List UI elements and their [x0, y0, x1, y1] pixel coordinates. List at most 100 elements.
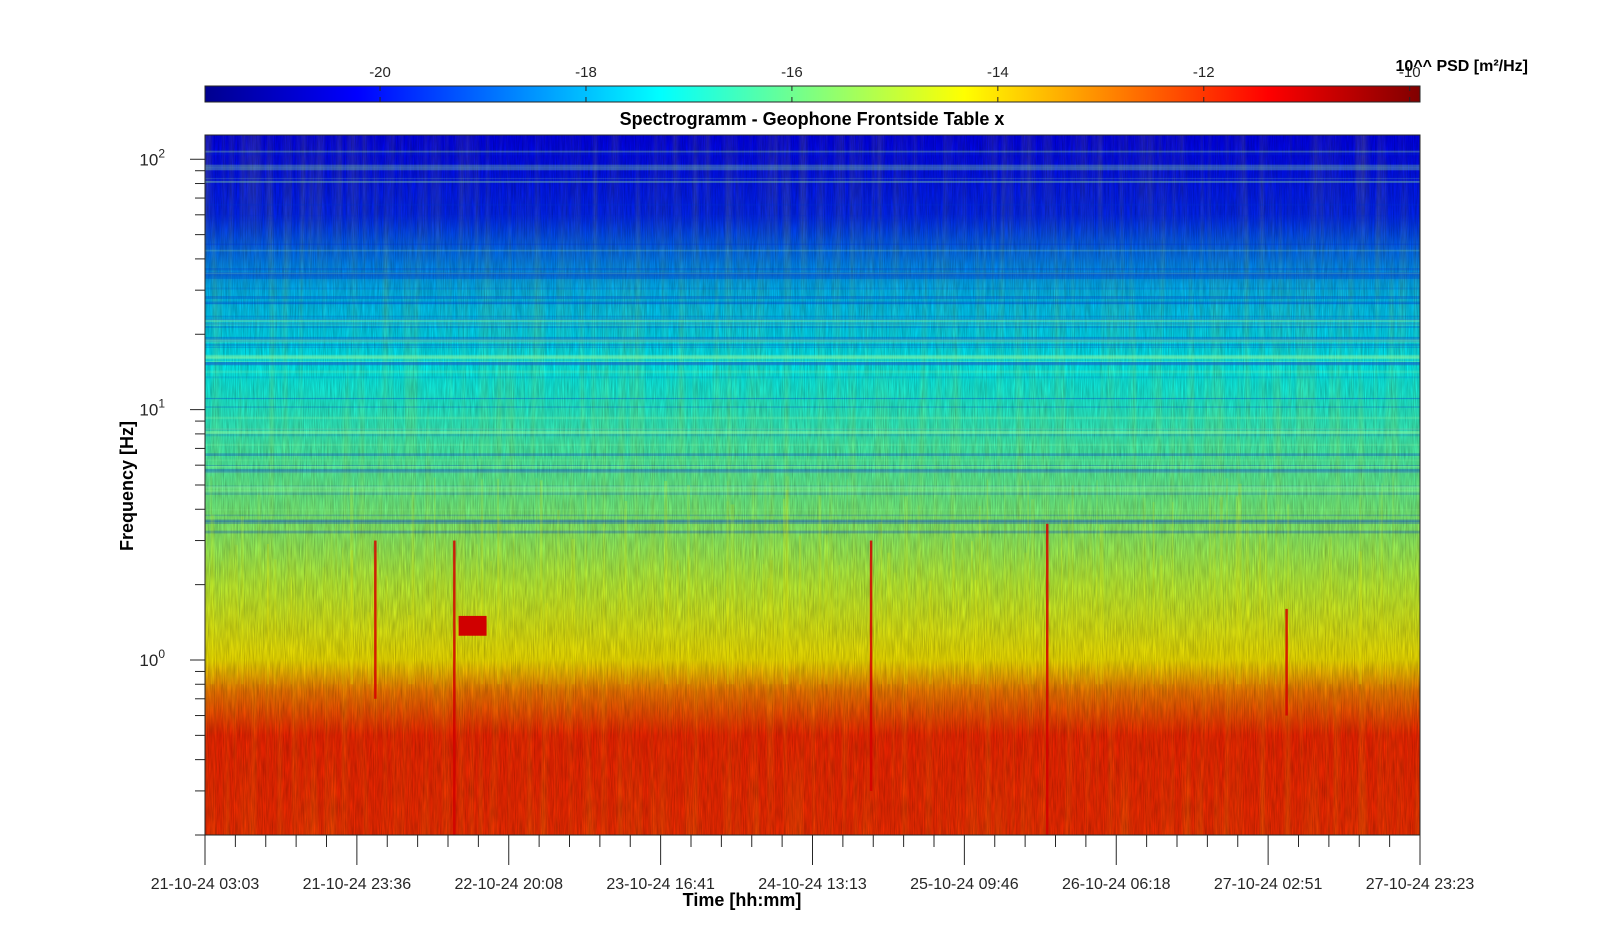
- activity-streak: [1394, 614, 1396, 685]
- y-tick-label: 100: [139, 647, 165, 670]
- activity-streak: [1287, 504, 1290, 685]
- activity-streak: [372, 558, 376, 685]
- activity-streak: [785, 489, 789, 685]
- activity-streak: [330, 529, 334, 685]
- spectral-band: [205, 338, 1420, 342]
- spectral-band: [205, 341, 1420, 343]
- activity-streak: [688, 556, 692, 685]
- activity-streak: [686, 485, 691, 685]
- activity-streak: [824, 535, 828, 685]
- spectral-band: [205, 346, 1420, 348]
- activity-streak: [1061, 611, 1063, 685]
- activity-streak: [335, 524, 338, 685]
- spectral-band: [205, 355, 1420, 358]
- spectral-band: [205, 459, 1420, 462]
- spectral-band: [205, 272, 1420, 276]
- spectral-band: [205, 530, 1420, 534]
- activity-streak: [209, 476, 213, 685]
- activity-streak: [1275, 511, 1277, 685]
- activity-streak: [1235, 496, 1239, 685]
- activity-streak: [240, 516, 244, 685]
- spectral-band: [205, 249, 1420, 252]
- colorbar-gradient: [204, 85, 1421, 103]
- activity-streak: [1172, 502, 1174, 685]
- activity-streak: [235, 545, 238, 685]
- activity-streak: [1085, 548, 1087, 685]
- activity-streak: [497, 478, 499, 685]
- activity-streak: [513, 527, 515, 685]
- spectral-band: [205, 167, 1420, 171]
- activity-streak: [1219, 496, 1223, 685]
- activity-streak: [881, 515, 883, 685]
- activity-streak: [714, 586, 717, 685]
- activity-streak: [273, 559, 277, 685]
- spectral-band: [205, 153, 1420, 156]
- activity-streak: [350, 550, 353, 685]
- colorbar-tick-label: -10: [1399, 64, 1421, 81]
- spectral-band: [205, 491, 1420, 495]
- activity-streak: [751, 485, 754, 685]
- activity-streak: [1328, 536, 1333, 685]
- activity-streak: [1000, 613, 1002, 685]
- spectral-band: [205, 273, 1420, 277]
- transient-line: [1045, 523, 1049, 835]
- activity-streak: [1392, 475, 1394, 685]
- activity-streak: [666, 592, 670, 685]
- activity-streak: [1194, 510, 1198, 685]
- colorbar-tick-label: -14: [987, 64, 1009, 81]
- x-tick-label: 21-10-24 23:36: [303, 876, 412, 893]
- activity-streak: [480, 515, 484, 685]
- spectral-band: [205, 203, 1420, 206]
- activity-streak: [775, 531, 778, 685]
- spectral-band: [205, 433, 1420, 437]
- activity-streak: [1003, 485, 1006, 685]
- spectral-band: [205, 354, 1420, 358]
- activity-streak: [1358, 551, 1363, 685]
- spectral-band: [205, 215, 1420, 217]
- activity-streak: [762, 563, 765, 685]
- activity-streak: [290, 576, 292, 685]
- activity-streak: [642, 560, 645, 685]
- activity-streak: [1211, 475, 1216, 685]
- activity-streak: [782, 498, 785, 685]
- activity-streak: [506, 525, 508, 685]
- activity-streak: [838, 565, 840, 685]
- activity-streak: [485, 522, 490, 685]
- colorbar-tick-label: -18: [575, 64, 597, 81]
- activity-streak: [676, 560, 679, 685]
- activity-streak: [846, 479, 848, 685]
- spectral-band: [205, 465, 1420, 468]
- activity-streak: [818, 495, 822, 685]
- spectral-band: [205, 430, 1420, 435]
- spectral-band: [205, 336, 1420, 341]
- activity-streak: [1143, 497, 1147, 685]
- spectral-band: [205, 471, 1420, 474]
- activity-streak: [1096, 480, 1098, 685]
- spectral-band: [205, 464, 1420, 467]
- x-tick-label: 27-10-24 23:23: [1366, 876, 1475, 893]
- x-tick-label: 21-10-24 03:03: [151, 876, 260, 893]
- spectral-band: [205, 376, 1420, 379]
- activity-streak: [986, 479, 989, 685]
- spectral-band: [205, 370, 1420, 374]
- activity-streak: [205, 525, 208, 685]
- activity-streak: [618, 589, 622, 685]
- activity-streak: [1265, 489, 1268, 685]
- activity-streak: [973, 580, 978, 685]
- activity-streak: [497, 518, 501, 685]
- activity-streak: [304, 580, 306, 685]
- spectral-band: [205, 322, 1420, 325]
- activity-streak: [266, 543, 269, 685]
- activity-streak: [1095, 577, 1097, 685]
- activity-streak: [828, 482, 833, 685]
- activity-streak: [727, 597, 729, 685]
- activity-streak: [1381, 483, 1383, 685]
- spectral-band: [205, 150, 1420, 153]
- activity-streak: [1245, 523, 1250, 685]
- spectral-band: [205, 416, 1420, 420]
- spectral-band: [205, 268, 1420, 271]
- colorbar-tick-label: -20: [369, 64, 391, 81]
- activity-streak: [904, 496, 908, 685]
- x-axis-label: Time [hh:mm]: [683, 890, 802, 910]
